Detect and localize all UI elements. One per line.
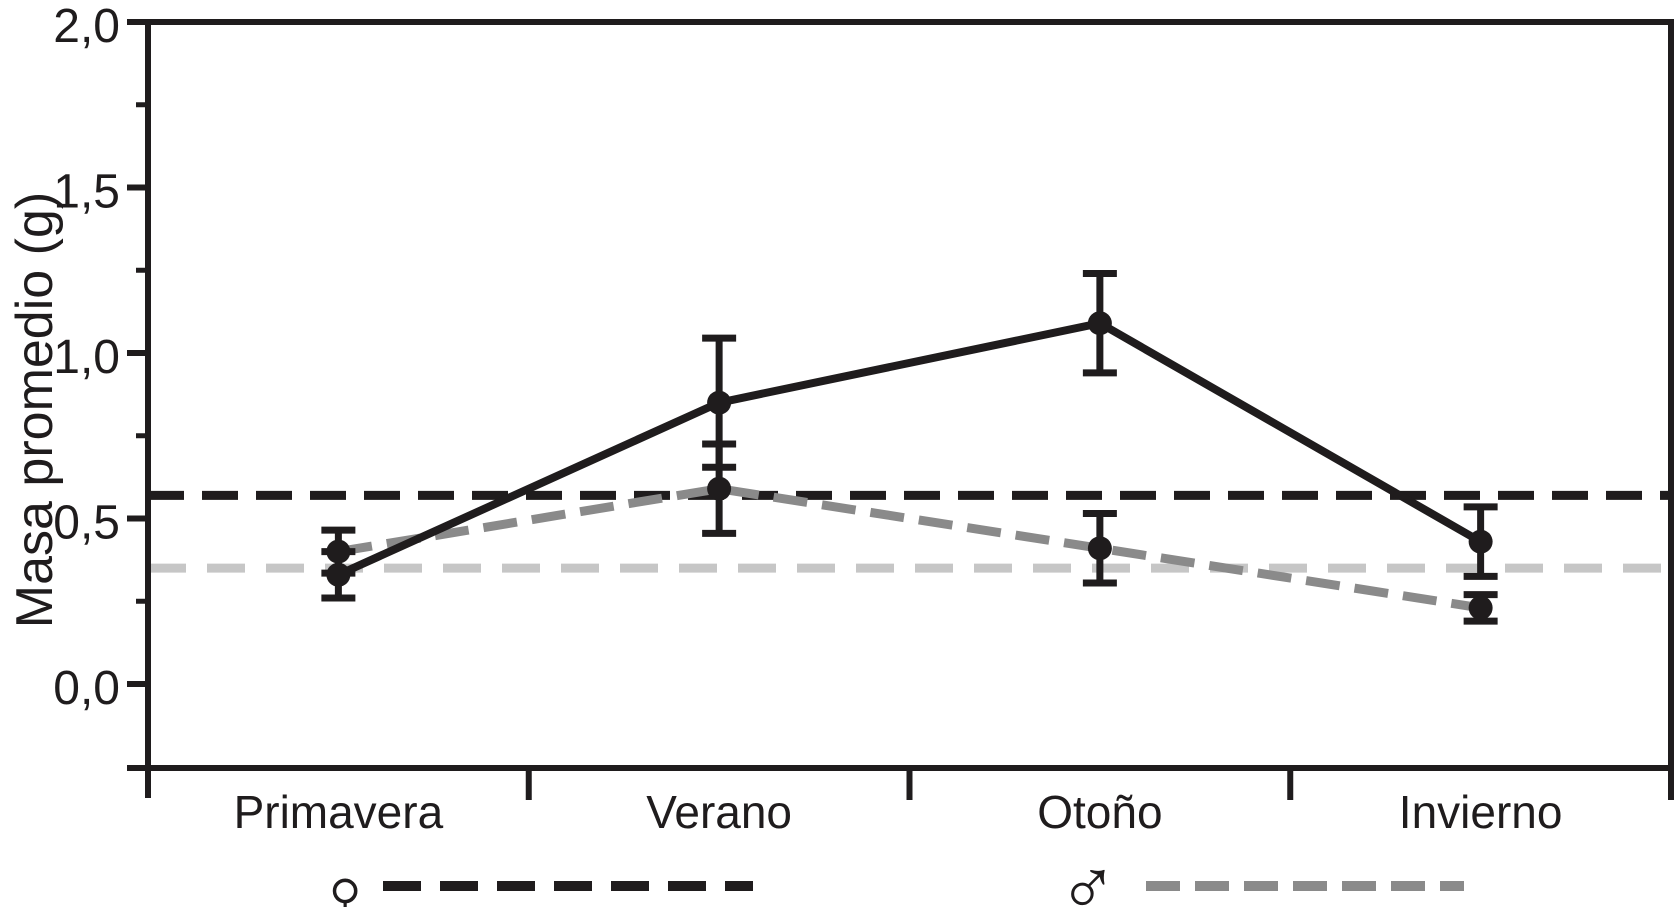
- y-axis-ticks: [127, 19, 148, 687]
- data-series: [336, 318, 1483, 613]
- females-seasonal-marker: [326, 562, 351, 587]
- y-axis-title: Masa promedio (g): [6, 192, 64, 628]
- males-seasonal-marker: [1087, 536, 1112, 561]
- y-tick-label: 1,0: [53, 331, 120, 384]
- chart-legend: ♀ ♂: [312, 843, 1464, 907]
- x-category-label: Verano: [646, 786, 792, 838]
- x-category-label: Invierno: [1399, 786, 1563, 838]
- y-tick-label: 1,5: [53, 166, 120, 219]
- female-symbol-icon: ♀: [312, 848, 378, 907]
- y-tick-labels: 0,0 0,5 1,0 1,5 2,0: [53, 0, 120, 715]
- y-tick-label: 0,0: [53, 662, 120, 715]
- x-category-label: Otoño: [1037, 786, 1162, 838]
- males-seasonal-line: [337, 484, 1482, 613]
- reference-lines: [148, 490, 1671, 573]
- females-seasonal-marker: [1468, 529, 1493, 554]
- plot-frame: [127, 19, 1674, 800]
- females-seasonal-marker: [707, 390, 732, 415]
- males-seasonal-marker: [1468, 595, 1493, 620]
- y-tick-label: 0,5: [53, 497, 120, 550]
- females-seasonal-marker: [1087, 311, 1112, 336]
- x-axis-boundary-ticks: [525, 768, 1294, 800]
- x-category-labels: Primavera Verano Otoño Invierno: [234, 786, 1563, 838]
- x-category-label: Primavera: [234, 786, 444, 838]
- male-symbol-icon: ♂: [1058, 843, 1118, 907]
- males-seasonal-marker: [707, 476, 732, 501]
- females-seasonal-line: [336, 318, 1483, 579]
- data-point-markers: [326, 311, 1493, 620]
- y-tick-label: 2,0: [53, 0, 120, 53]
- males-seasonal-marker: [326, 539, 351, 564]
